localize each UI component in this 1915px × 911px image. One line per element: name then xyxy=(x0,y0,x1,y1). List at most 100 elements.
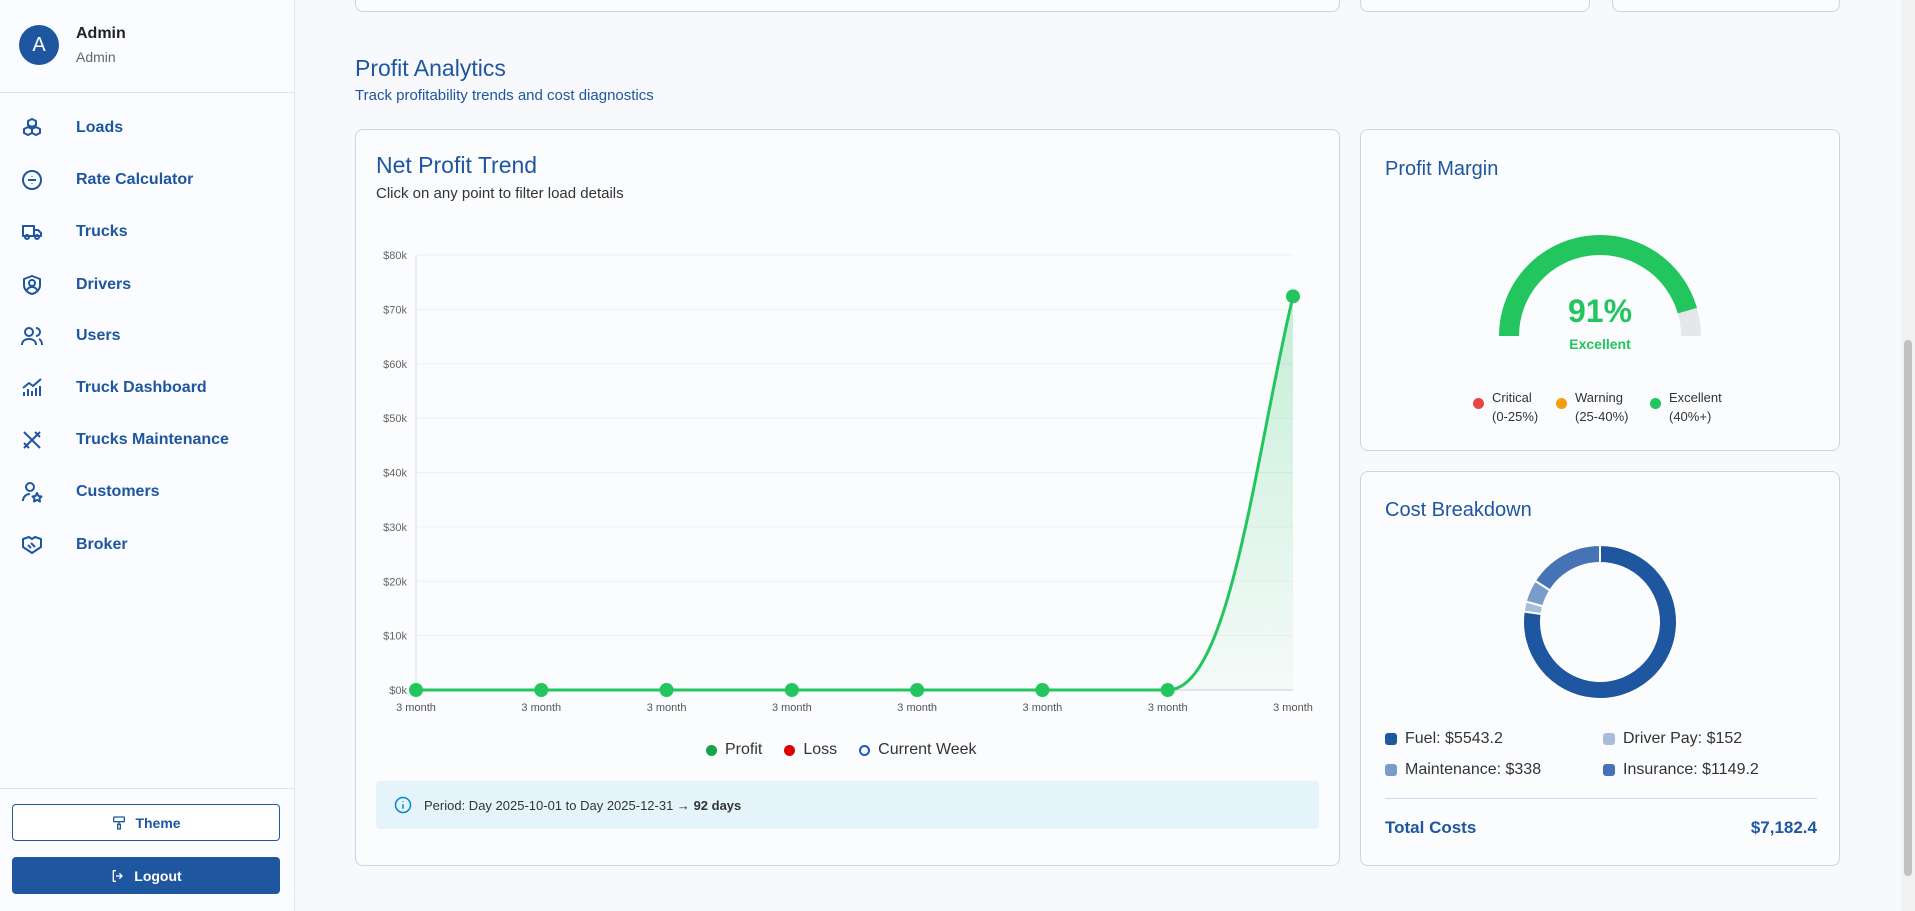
y-tick-label: $80k xyxy=(383,250,407,262)
profit-margin-gauge xyxy=(1499,235,1701,337)
scrollbar[interactable] xyxy=(1901,0,1915,911)
trend-legend: Profit Loss Current Week xyxy=(706,741,977,759)
sidebar-item-drivers[interactable]: Drivers xyxy=(0,263,295,307)
y-tick-label: $30k xyxy=(383,522,407,534)
legend-range: (40%+) xyxy=(1669,409,1712,424)
donut-slice-insurance[interactable] xyxy=(1533,543,1601,592)
divider xyxy=(0,788,295,789)
sidebar-item-label: Broker xyxy=(76,536,128,553)
profit-point[interactable] xyxy=(1160,683,1175,697)
cost-legend-item: Insurance: $1149.2 xyxy=(1603,761,1759,779)
sidebar-item-trucks-maintenance[interactable]: Trucks Maintenance xyxy=(0,418,295,462)
sidebar-item-label: Truck Dashboard xyxy=(76,379,207,396)
handshake-icon xyxy=(22,536,42,554)
y-tick-label: $70k xyxy=(383,304,407,316)
logout-icon xyxy=(112,869,124,882)
sidebar-item-label: Drivers xyxy=(76,276,132,293)
total-costs-label: Total Costs xyxy=(1385,818,1477,837)
legend-label: Fuel: $5543.2 xyxy=(1405,730,1503,747)
legend-dot xyxy=(1473,398,1484,409)
gauge-fill xyxy=(1499,235,1697,337)
net-profit-card xyxy=(355,129,1340,866)
theme-label: Theme xyxy=(135,814,181,831)
users-icon xyxy=(21,327,43,346)
shield-user-icon xyxy=(23,275,41,295)
legend-swatch xyxy=(1603,764,1615,776)
x-tick-label: 3 month xyxy=(897,702,937,714)
sidebar-item-label: Rate Calculator xyxy=(76,171,194,188)
profit-margin-card xyxy=(1360,129,1840,451)
x-tick-label: 3 month xyxy=(521,702,561,714)
profit-point[interactable] xyxy=(409,683,423,697)
legend-label: Driver Pay: $152 xyxy=(1623,730,1743,747)
sidebar-item-broker[interactable]: Broker xyxy=(0,523,295,567)
cost-legend-item: Maintenance: $338 xyxy=(1385,761,1541,779)
y-tick-label: $40k xyxy=(383,468,407,480)
sidebar-item-truck-dashboard[interactable]: Truck Dashboard xyxy=(0,366,295,410)
chart-bars-icon xyxy=(22,378,42,396)
legend-label: Warning xyxy=(1575,390,1623,405)
profit-line xyxy=(415,295,1295,692)
top-card xyxy=(1360,0,1590,12)
x-tick-label: 3 month xyxy=(396,702,436,714)
cost-donut-chart[interactable] xyxy=(1515,537,1685,707)
sidebar-item-users[interactable]: Users xyxy=(0,314,295,358)
legend-dot xyxy=(1650,398,1661,409)
loss-legend-dot xyxy=(784,745,796,756)
margin-title: Profit Margin xyxy=(1385,158,1499,180)
sidebar-item-customers[interactable]: Customers xyxy=(0,470,295,514)
x-tick-label: 3 month xyxy=(1273,702,1313,714)
trend-title: Net Profit Trend xyxy=(376,152,538,178)
truck-icon xyxy=(22,225,42,240)
profit-point[interactable] xyxy=(784,683,799,697)
margin-status: Excellent xyxy=(1569,336,1631,352)
legend-dot xyxy=(1556,398,1567,409)
period-text: Period: Day 2025-10-01 to Day 2025-12-31… xyxy=(424,797,690,813)
legend-swatch xyxy=(1385,733,1397,745)
sidebar-item-label: Users xyxy=(76,327,121,344)
sidebar-item-loads[interactable]: Loads xyxy=(0,106,295,150)
current-week-legend-dot xyxy=(859,745,871,756)
theme-button[interactable]: Theme xyxy=(12,804,280,841)
sidebar-item-trucks[interactable]: Trucks xyxy=(0,210,295,254)
profit-point[interactable] xyxy=(534,683,549,697)
period-info: Period: Day 2025-10-01 to Day 2025-12-31… xyxy=(376,781,1319,829)
y-tick-label: $20k xyxy=(383,576,407,588)
margin-legend-item: Excellent (40%+) xyxy=(1650,388,1722,426)
section-subtitle: Track profitability trends and cost diag… xyxy=(355,87,654,104)
sidebar-item-label: Loads xyxy=(76,119,124,136)
y-tick-label: $10k xyxy=(383,631,407,643)
sidebar-item-rate-calculator[interactable]: Rate Calculator xyxy=(0,158,295,202)
section-title: Profit Analytics xyxy=(355,55,506,81)
margin-legend-item: Warning (25-40%) xyxy=(1556,388,1628,426)
logout-button[interactable]: Logout xyxy=(12,857,280,894)
legend-swatch xyxy=(1385,764,1397,776)
legend-label: Excellent xyxy=(1669,390,1722,405)
sidebar-item-label: Customers xyxy=(76,483,160,500)
cost-breakdown-card xyxy=(1360,471,1840,866)
divider xyxy=(1385,798,1817,799)
legend-label: Profit xyxy=(725,741,763,758)
scrollbar-thumb[interactable] xyxy=(1904,340,1912,876)
profit-legend-dot xyxy=(706,745,717,756)
cost-title: Cost Breakdown xyxy=(1385,499,1532,521)
info-icon xyxy=(394,796,412,814)
legend-range: (0-25%) xyxy=(1492,409,1539,424)
donut-slice-fuel[interactable] xyxy=(1522,543,1678,700)
legend-label: Critical xyxy=(1492,390,1532,405)
period-days: 92 days xyxy=(693,797,742,813)
y-tick-label: $0k xyxy=(389,685,407,697)
trend-subtitle: Click on any point to filter load detail… xyxy=(376,185,624,202)
profit-point[interactable] xyxy=(1035,683,1050,697)
legend-label: Maintenance: $338 xyxy=(1405,761,1542,778)
profit-point[interactable] xyxy=(1286,289,1300,304)
profit-point[interactable] xyxy=(659,683,674,697)
x-tick-label: 3 month xyxy=(647,702,687,714)
total-costs-value: $7,182.4 xyxy=(1750,818,1817,837)
logout-label: Logout xyxy=(134,867,182,884)
legend-label: Loss xyxy=(803,741,838,758)
x-tick-label: 3 month xyxy=(1023,702,1063,714)
legend-swatch xyxy=(1603,733,1615,745)
profit-point[interactable] xyxy=(910,683,925,697)
